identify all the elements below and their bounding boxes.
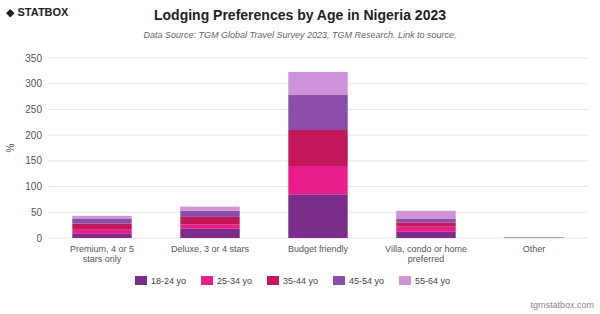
bar-segment xyxy=(504,237,563,238)
legend-swatch xyxy=(201,276,213,285)
subtitle: Data Source: TGM Global Travel Survey 20… xyxy=(144,30,457,40)
y-tick-label: 300 xyxy=(25,78,42,89)
bar-segment xyxy=(504,237,563,238)
x-tick-label: Premium, 4 or 5stars only xyxy=(70,244,134,264)
bar-segment xyxy=(180,225,239,229)
bar-segment xyxy=(288,130,347,166)
grid-line xyxy=(48,58,588,59)
bars xyxy=(72,72,563,238)
bar-segment xyxy=(504,237,563,238)
legend-label: 35-44 yo xyxy=(283,276,318,286)
x-tick-label: Deluxe, 3 or 4 stars xyxy=(171,244,250,254)
logo: ◆ STATBOX xyxy=(6,6,69,18)
bar-segment xyxy=(288,166,347,194)
y-tick-label: 350 xyxy=(25,53,42,64)
y-tick-label: 150 xyxy=(25,155,42,166)
y-axis-label: % xyxy=(5,143,16,152)
y-tick-label: 250 xyxy=(25,104,42,115)
bar-segment xyxy=(396,223,455,227)
title: Lodging Preferences by Age in Nigeria 20… xyxy=(154,7,446,23)
x-tick-label: Villa, condo or homepreferred xyxy=(385,244,467,264)
bar-segment xyxy=(396,218,455,222)
legend-label: 45-54 yo xyxy=(349,276,384,286)
bar-segment xyxy=(396,232,455,238)
bar-segment xyxy=(288,72,347,95)
bar-segment xyxy=(180,217,239,225)
legend-swatch xyxy=(333,276,345,285)
y-tick-label: 50 xyxy=(31,207,43,218)
bar-segment xyxy=(180,211,239,217)
x-tick-label: Budget friendly xyxy=(288,244,349,254)
bar-segment xyxy=(396,227,455,232)
chart: Lodging Preferences by Age in Nigeria 20… xyxy=(0,0,600,314)
bar-segment xyxy=(180,207,239,211)
bar-segment xyxy=(396,211,455,219)
y-tick-label: 200 xyxy=(25,130,42,141)
bar-segment xyxy=(504,237,563,238)
x-tick-label: Other xyxy=(523,244,546,254)
bar-segment xyxy=(72,234,131,238)
y-tick-label: 100 xyxy=(25,181,42,192)
bar-segment xyxy=(504,237,563,238)
bar-segment xyxy=(288,194,347,238)
bar-segment xyxy=(72,224,131,230)
legend-label: 18-24 yo xyxy=(151,276,186,286)
bar-segment xyxy=(72,218,131,223)
bar-segment xyxy=(72,216,131,219)
bar-segment xyxy=(288,95,347,130)
legend-swatch xyxy=(399,276,411,285)
legend-label: 55-64 yo xyxy=(415,276,450,286)
legend: 18-24 yo 25-34 yo 35-44 yo 45-54 yo 55-64 yo xyxy=(135,276,450,286)
watermark: tgmstatbox.com xyxy=(530,300,594,310)
legend-swatch xyxy=(135,276,147,285)
y-tick-label: 0 xyxy=(36,233,42,244)
grid xyxy=(48,58,588,238)
bar-segment xyxy=(72,230,131,234)
legend-swatch xyxy=(267,276,279,285)
legend-label: 25-34 yo xyxy=(217,276,252,286)
bar-segment xyxy=(180,229,239,238)
